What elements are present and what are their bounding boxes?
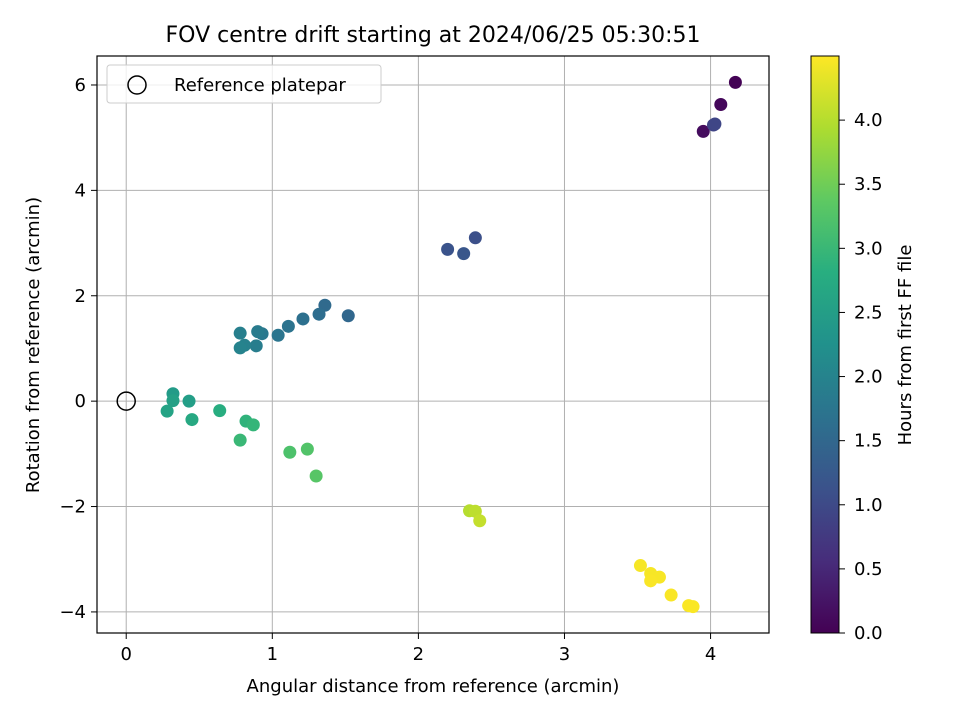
data-point — [233, 326, 247, 340]
colorbar-tick-label: 2.0 — [854, 367, 883, 388]
data-point — [160, 404, 174, 418]
colorbar-tick-label: 0.5 — [854, 559, 883, 580]
x-axis-ticks: 0 1 2 3 4 — [120, 633, 716, 665]
data-point — [300, 442, 314, 456]
y-axis-label: Rotation from reference (arcmin) — [23, 197, 44, 493]
data-point — [473, 514, 487, 528]
data-point — [296, 312, 310, 326]
data-point — [249, 339, 263, 353]
x-tick-label: 3 — [559, 644, 570, 665]
data-point — [312, 307, 326, 321]
data-point — [233, 341, 247, 355]
legend-box — [106, 64, 382, 104]
colorbar-tick-label: 0.0 — [854, 623, 883, 644]
colorbar-tick-label: 3.5 — [854, 174, 883, 195]
x-tick-label: 1 — [267, 644, 278, 665]
data-point — [686, 600, 700, 614]
data-point — [708, 117, 722, 131]
data-point — [664, 588, 678, 602]
y-tick-label: 0 — [75, 391, 86, 412]
y-axis-ticks: −4 −2 0 2 4 6 — [59, 75, 97, 623]
data-point — [309, 469, 323, 483]
data-points — [160, 75, 742, 614]
data-point — [246, 418, 260, 432]
y-tick-label: 6 — [75, 75, 86, 96]
colorbar-tick-label: 2.5 — [854, 302, 883, 323]
data-point — [182, 394, 196, 408]
data-point — [166, 394, 180, 408]
y-tick-label: −4 — [59, 602, 86, 623]
data-point — [251, 325, 265, 339]
y-tick-label: −2 — [59, 497, 86, 518]
legend-label: Reference platepar — [174, 75, 346, 96]
data-point — [271, 328, 285, 342]
data-point — [714, 97, 728, 111]
data-point — [185, 413, 199, 427]
data-point — [213, 404, 227, 418]
colorbar-tick-label: 4.0 — [854, 110, 883, 131]
data-point — [441, 242, 455, 256]
data-point — [644, 574, 658, 588]
grid-lines — [97, 56, 769, 633]
data-point — [633, 559, 647, 573]
colorbar-ticks: 0.0 0.5 1.0 1.5 2.0 2.5 3.0 3.5 4.0 — [839, 110, 883, 644]
chart-title: FOV centre drift starting at 2024/06/25 … — [166, 23, 701, 48]
data-point — [283, 445, 297, 459]
legend-marker-icon — [127, 75, 147, 95]
colorbar-gradient — [810, 55, 840, 634]
plot-frame — [96, 55, 770, 634]
data-point — [468, 231, 482, 245]
colorbar-tick-label: 1.0 — [854, 495, 883, 516]
reference-platepar-marker — [116, 391, 136, 411]
legend: Reference platepar — [106, 64, 382, 104]
data-point — [728, 75, 742, 89]
data-point — [341, 309, 355, 323]
data-point — [233, 433, 247, 447]
x-tick-label: 2 — [413, 644, 424, 665]
y-tick-label: 2 — [75, 286, 86, 307]
colorbar: 0.0 0.5 1.0 1.5 2.0 2.5 3.0 3.5 4.0 Hours from f… — [810, 55, 916, 644]
colorbar-label: Hours from first FF file — [895, 245, 916, 446]
data-point — [281, 319, 295, 333]
colorbar-tick-label: 1.5 — [854, 431, 883, 452]
data-point — [457, 247, 471, 261]
x-tick-label: 4 — [705, 644, 716, 665]
colorbar-tick-label: 3.0 — [854, 238, 883, 259]
x-axis-label: Angular distance from reference (arcmin) — [247, 676, 620, 697]
data-point — [696, 124, 710, 138]
y-tick-label: 4 — [75, 180, 86, 201]
x-tick-label: 0 — [120, 644, 131, 665]
